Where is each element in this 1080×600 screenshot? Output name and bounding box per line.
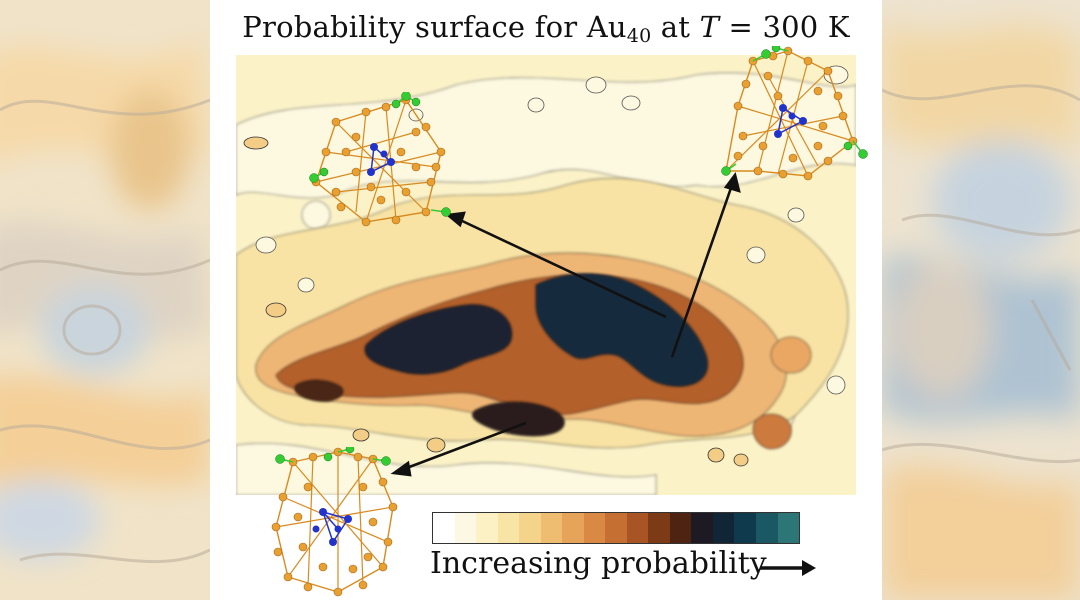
arrow-to-lower-left: [403, 421, 527, 471]
title-variable: T: [699, 10, 720, 44]
au40-cluster-icon: [309, 92, 451, 227]
title-prefix: Probability surface for Au: [242, 10, 627, 44]
contour-spots: [243, 136, 749, 467]
arrows: [390, 172, 741, 477]
colorbar-swatch: [583, 513, 606, 543]
colorbar-arrow-icon: [760, 560, 816, 576]
colorbar-swatch: [519, 513, 541, 543]
au40-cluster-icon: [721, 46, 868, 181]
figure-panel: Probability surface for Au40 at T = 300 …: [210, 0, 882, 600]
colorbar-swatch: [755, 513, 778, 543]
cluster-upper-right: [721, 46, 868, 181]
title-suffix: = 300 K: [719, 10, 850, 44]
arrow-head-upper-right: [723, 172, 741, 193]
arrow-to-upper-left: [457, 217, 667, 319]
arrow-head-upper-left: [444, 211, 466, 228]
cluster-upper-left: [309, 92, 451, 227]
colorbar-swatch: [648, 513, 670, 543]
colorbar-swatch: [476, 513, 498, 543]
arrow-to-upper-right: [670, 184, 734, 358]
colorbar-swatch: [562, 513, 584, 543]
title-mid: at: [651, 10, 700, 44]
colorbar-swatch: [712, 513, 735, 543]
colorbar-swatch: [734, 513, 756, 543]
au40-cluster-icon: [271, 447, 398, 597]
colorbar-swatch: [497, 513, 520, 543]
colorbar-swatch: [669, 513, 692, 543]
colorbar-swatch: [605, 513, 627, 543]
colorbar-swatch: [691, 513, 713, 543]
colorbar-swatch: [540, 513, 563, 543]
colorbar-swatch: [433, 513, 455, 543]
colorbar-label: Increasing probability: [430, 546, 767, 581]
colorbar-swatch: [777, 513, 800, 543]
figure-title: Probability surface for Au40 at T = 300 …: [210, 10, 882, 47]
colorbar-swatch: [454, 513, 477, 543]
colorbar-swatch: [626, 513, 649, 543]
arrow-head-lower-left: [390, 460, 412, 477]
background-right-contours: [882, 0, 1080, 600]
background-right: [882, 0, 1080, 600]
background-left-contours: [0, 0, 210, 600]
background-left: [0, 0, 210, 600]
title-subscript: 40: [626, 25, 652, 47]
cluster-lower-left: [271, 447, 398, 597]
contour-level-5: [294, 273, 708, 437]
colorbar: [432, 512, 800, 544]
